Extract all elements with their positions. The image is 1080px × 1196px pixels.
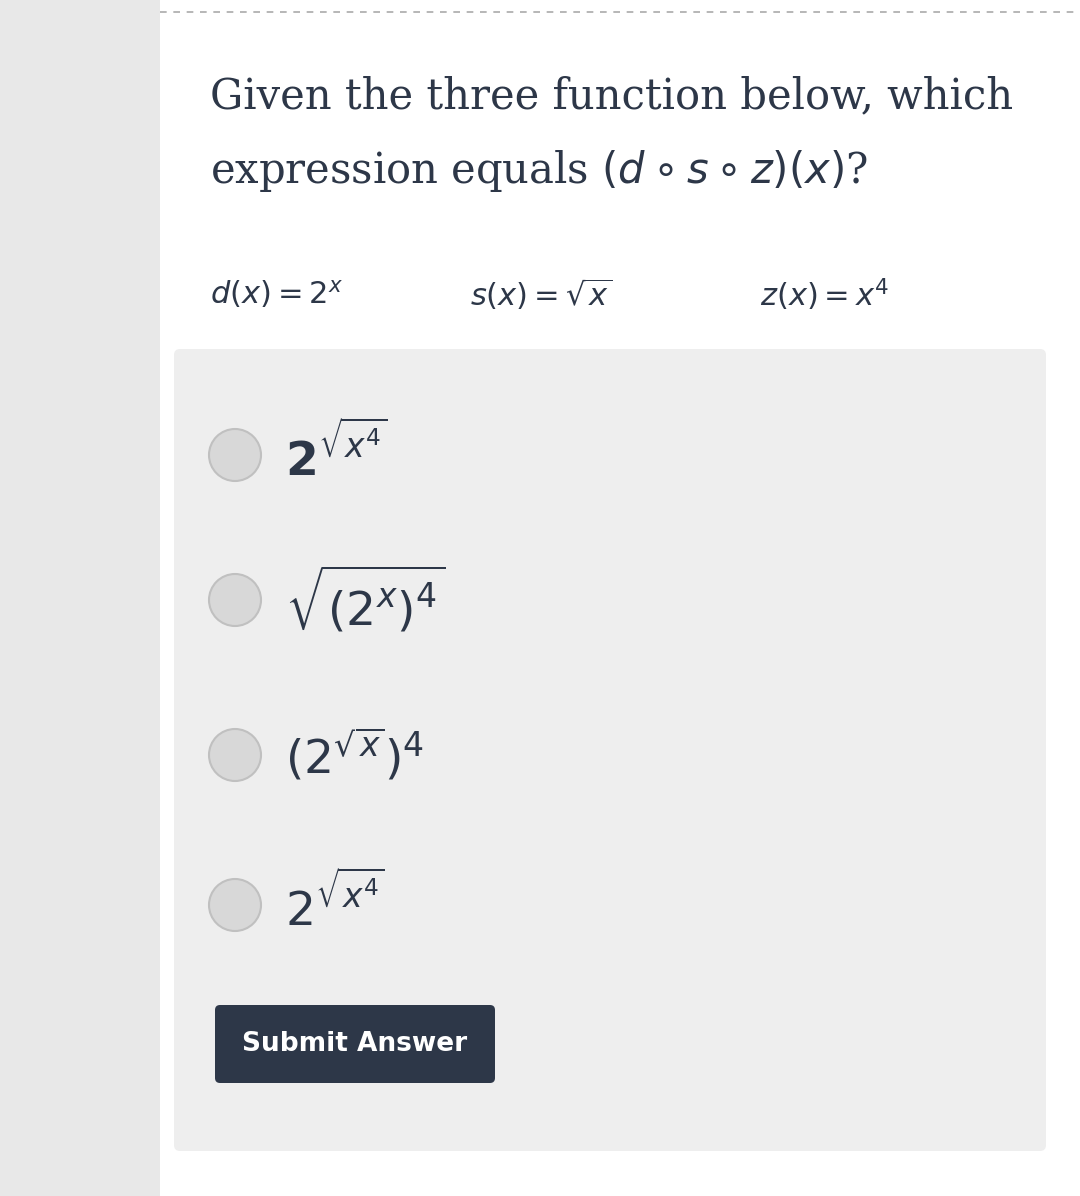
Text: $z(x) = x^4$: $z(x) = x^4$ — [760, 276, 889, 313]
Text: $\sqrt{(2^x)^4}$: $\sqrt{(2^x)^4}$ — [285, 565, 446, 635]
FancyBboxPatch shape — [174, 349, 1047, 1151]
Circle shape — [210, 879, 261, 930]
Text: $\left(2^{\sqrt{x}}\right)^4$: $\left(2^{\sqrt{x}}\right)^4$ — [285, 727, 424, 783]
Text: Submit Answer: Submit Answer — [242, 1031, 468, 1057]
Text: $d(x) = 2^x$: $d(x) = 2^x$ — [210, 279, 343, 311]
Text: Given the three function below, which: Given the three function below, which — [210, 75, 1013, 117]
Text: $s(x) = \sqrt{x}$: $s(x) = \sqrt{x}$ — [470, 277, 612, 313]
Text: $2^{\sqrt{x^4}}$: $2^{\sqrt{x^4}}$ — [285, 873, 384, 936]
FancyBboxPatch shape — [160, 0, 1080, 1196]
Circle shape — [210, 730, 261, 781]
Text: $\mathbf{2}^{\sqrt{x^4}}$: $\mathbf{2}^{\sqrt{x^4}}$ — [285, 423, 388, 487]
Circle shape — [210, 574, 261, 626]
Circle shape — [210, 429, 261, 481]
FancyBboxPatch shape — [215, 1005, 495, 1084]
Text: expression equals $(d \circ s \circ z)(x)$?: expression equals $(d \circ s \circ z)(x… — [210, 148, 867, 194]
